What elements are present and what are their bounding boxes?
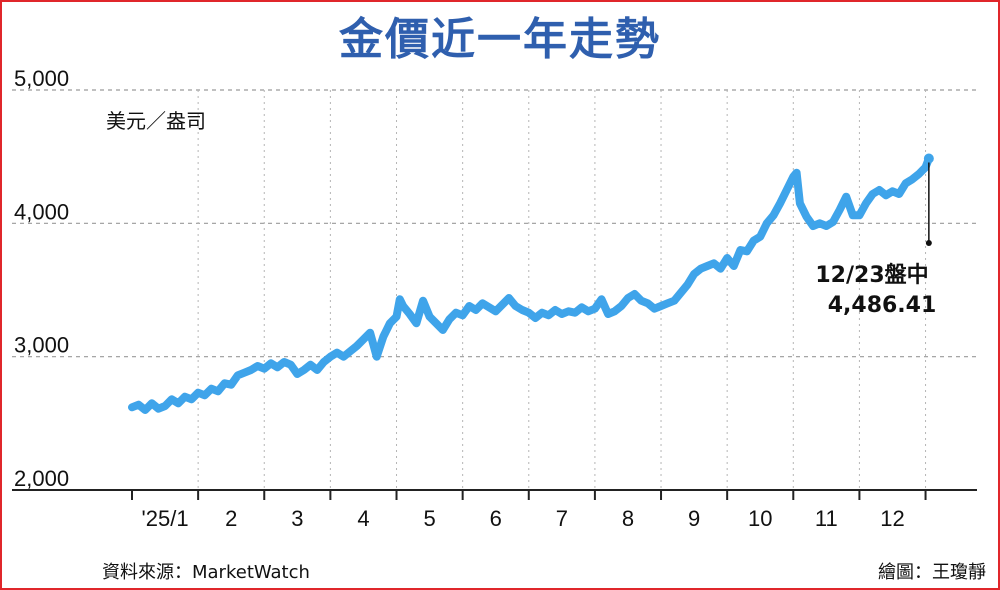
x-tick-label: 4 xyxy=(357,506,369,531)
source-note: 資料來源：MarketWatch xyxy=(102,562,310,583)
y-tick-label: 2,000 xyxy=(14,466,69,491)
x-tick-label: '25/1 xyxy=(142,506,189,531)
latest-point xyxy=(923,153,934,164)
plot-area xyxy=(100,90,977,490)
annotation-value-label: 4,486.41 xyxy=(828,293,937,318)
annotation-dot xyxy=(925,240,932,246)
credit-note: 繪圖：王瓊靜 xyxy=(878,562,986,583)
annotation-date-label: 12/23盤中 xyxy=(815,262,928,288)
y-tick-label: 3,000 xyxy=(14,333,69,358)
y-unit-label: 美元／盎司 xyxy=(106,109,206,133)
x-tick-label: 5 xyxy=(423,506,435,531)
x-tick-label: 12 xyxy=(880,506,904,531)
x-tick-label: 2 xyxy=(225,506,237,531)
x-tick-label: 6 xyxy=(490,506,502,531)
x-tick-label: 10 xyxy=(748,506,772,531)
gold-price-line xyxy=(128,154,933,414)
x-tick-label: 9 xyxy=(688,506,700,531)
x-tick-label: 8 xyxy=(622,506,634,531)
chart-title: 金價近一年走勢 xyxy=(339,14,661,65)
x-tick-label: 7 xyxy=(556,506,568,531)
y-tick-label: 4,000 xyxy=(14,199,69,224)
y-tick-label: 5,000 xyxy=(14,66,69,91)
x-tick-label: 11 xyxy=(815,506,838,531)
x-tick-label: 3 xyxy=(291,506,303,531)
